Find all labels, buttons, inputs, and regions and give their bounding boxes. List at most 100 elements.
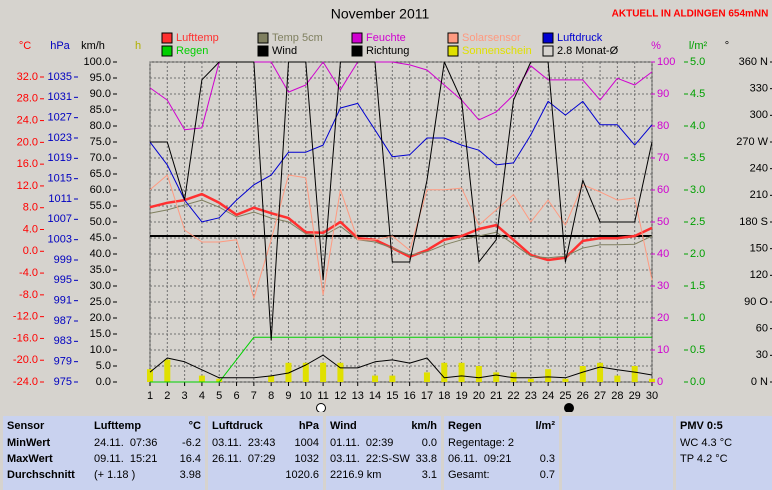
table-header: PMV 0:5 (680, 420, 723, 432)
y-tick-label: 90 (657, 88, 669, 100)
y-tick-label: 270 W (736, 136, 768, 148)
y-tick-label: -16.0 (13, 332, 38, 344)
table-value: -6.2 (182, 437, 201, 449)
y-tick-label: 12.0 (17, 180, 38, 192)
x-tick-label: 7 (251, 390, 257, 402)
y-tick-label: 987 (54, 315, 72, 327)
y-tick-label: 70 (657, 152, 669, 164)
legend-label: Lufttemp (176, 32, 219, 44)
chart: November 2011 AKTUELL IN ALDINGEN 654mNN… (13, 6, 772, 412)
y-tick-label: 75.0 (90, 136, 111, 148)
legend-swatch (161, 32, 173, 44)
table-header: Lufttemp (94, 420, 142, 432)
legend-label: Feuchte (366, 32, 406, 44)
y-tick-label: 55.0 (90, 200, 111, 212)
table-cell: 24.11. 07:36 (94, 437, 158, 449)
x-tick-label: 22 (507, 390, 519, 402)
bar (562, 378, 569, 382)
x-tick-label: 29 (629, 390, 641, 402)
table-cell: 06.11. 09:21 (448, 453, 512, 465)
table-panel (326, 416, 441, 490)
legend-label: Solarsensor (462, 32, 521, 44)
table-value: 1020.6 (285, 469, 319, 481)
y-tick-label: 0.0 (23, 245, 38, 257)
x-tick-label: 10 (300, 390, 312, 402)
bar (545, 369, 552, 382)
table-panel (562, 416, 673, 490)
series-line (150, 61, 653, 341)
legend-swatch (447, 45, 459, 57)
chart-title: November 2011 (331, 6, 430, 22)
series-line (149, 199, 653, 259)
y-tick-label: 80.0 (90, 120, 111, 132)
table-cell: TP 4.2 °C (680, 453, 728, 465)
y-tick-label: 100 (657, 56, 675, 68)
table-cell: 26.11. 07:29 (212, 453, 276, 465)
y-tick-label: 20.0 (90, 312, 111, 324)
x-tick-label: 16 (404, 390, 416, 402)
y-tick-label: 4.0 (23, 223, 38, 235)
y-tick-label: 10.0 (90, 344, 111, 356)
bar (510, 372, 517, 382)
y-tick-label: 50.0 (90, 216, 111, 228)
moon-icon (316, 403, 326, 412)
y-tick-label: 979 (54, 356, 72, 368)
bar (372, 375, 379, 382)
y-tick-label: 1.5 (690, 280, 705, 292)
y-tick-label: 28.0 (17, 93, 38, 105)
table-header: Sensor (7, 420, 45, 432)
y-tick-label: 80 (657, 120, 669, 132)
y-tick-label: 10 (657, 344, 669, 356)
y-tick-label: 90.0 (90, 88, 111, 100)
legend-swatch (447, 32, 459, 44)
y-tick-label: 0 (657, 376, 663, 388)
x-tick-label: 30 (646, 390, 658, 402)
bar (198, 375, 205, 382)
y-tick-label: 30.0 (90, 280, 111, 292)
y-tick-label: 40.0 (90, 248, 111, 260)
legend-label: Richtung (366, 45, 409, 57)
plot-area (149, 61, 653, 383)
bar (631, 366, 638, 382)
table-value: 3.98 (179, 469, 201, 481)
x-tick-label: 2 (164, 390, 170, 402)
x-tick-label: 27 (594, 390, 606, 402)
y-tick-label: 15.0 (90, 328, 111, 340)
y-tick-label: 1007 (48, 213, 72, 225)
y-tick-label: 360 N (739, 56, 768, 68)
x-tick-label: 1 (147, 390, 153, 402)
y-tick-label: 2.0 (690, 248, 705, 260)
bar (423, 372, 430, 382)
table-value: 1032 (294, 453, 319, 465)
y-tick-label: 35.0 (90, 264, 111, 276)
bar (216, 378, 223, 382)
table-cell: Gesamt: (448, 469, 490, 481)
y-tick-label: 50 (657, 216, 669, 228)
x-tick-label: 25 (559, 390, 571, 402)
y-tick-label: 3.0 (690, 184, 705, 196)
y-tick-label: 60.0 (90, 184, 111, 196)
annotation: AKTUELL IN ALDINGEN 654mNN (612, 9, 769, 20)
y-tick-label: 300 (750, 109, 768, 121)
series-line (149, 354, 653, 379)
series-line (149, 174, 653, 299)
bar (597, 362, 604, 382)
table-unit: l/m² (535, 420, 555, 432)
table-cell: MinWert (7, 437, 51, 449)
table-cell: 01.11. 02:39 (330, 437, 394, 449)
y-tick-label: 85.0 (90, 104, 111, 116)
y-tick-label: 3.5 (690, 152, 705, 164)
y-tick-label: 1011 (48, 193, 72, 205)
y-tick-label: 1023 (48, 132, 72, 144)
bar (614, 375, 621, 382)
bar (320, 362, 327, 382)
legend-label: Temp 5cm (272, 32, 323, 44)
bar (285, 362, 292, 382)
bar (268, 375, 275, 382)
table-panel (676, 416, 772, 490)
x-tick-label: 24 (542, 390, 554, 402)
bar (458, 362, 465, 382)
table-cell: MaxWert (7, 453, 53, 465)
y-tick-label: 210 (750, 189, 768, 201)
y-tick-label: 90 O (744, 296, 768, 308)
